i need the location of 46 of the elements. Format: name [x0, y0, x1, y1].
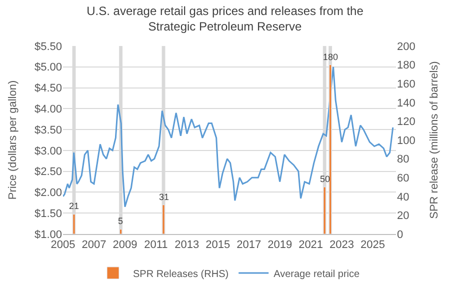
- x-tick-label: 2011: [144, 239, 168, 252]
- y2-tick-label: 20: [397, 210, 410, 222]
- y2-tick-label: 140: [397, 97, 416, 110]
- bar: [72, 214, 76, 234]
- y-tick-label: $1.00: [34, 228, 62, 241]
- y2-tick-label: 0: [397, 228, 404, 241]
- y2-tick-label: 100: [397, 134, 416, 147]
- y-tick-label: $2.00: [34, 187, 62, 200]
- y-tick-label: $3.50: [34, 124, 62, 136]
- y-tick-label: $4.50: [34, 82, 62, 95]
- x-tick-label: 2013: [174, 239, 200, 252]
- legend-label: Average retail price: [274, 268, 360, 280]
- x-tick-label: 2005: [50, 239, 76, 252]
- y2-tick-label: 40: [397, 191, 410, 204]
- data-label: 21: [69, 201, 80, 211]
- x-tick-label: 2015: [206, 239, 230, 252]
- y-tick-label: $2.50: [34, 166, 62, 178]
- y2-tick-label: 120: [397, 116, 416, 128]
- x-tick-label: 2009: [112, 239, 138, 252]
- y-tick-label: $1.50: [34, 208, 62, 220]
- x-tick-label: 2007: [82, 239, 106, 252]
- chart-title: U.S. average retail gas prices and releases from the Strategic Petroleum Reserve: [86, 4, 364, 34]
- y2-tick-label: 60: [397, 172, 410, 184]
- x-tick-label: 2025: [360, 239, 386, 252]
- x-tick-label: 2017: [236, 239, 262, 252]
- y-tick-label: $3.00: [34, 145, 62, 158]
- y-tick-label: $5.00: [34, 62, 62, 74]
- x-tick-label: 2019: [268, 239, 292, 252]
- y2-tick-label: 80: [397, 154, 410, 166]
- data-label: 5: [118, 216, 124, 226]
- x-tick-label: 2023: [330, 239, 354, 252]
- data-label: 180: [323, 52, 338, 62]
- bar: [119, 229, 122, 234]
- y-axis-title: Price (dollars per gallon): [7, 80, 20, 200]
- y2-axis-title: SPR release (millions of barrels): [428, 61, 441, 219]
- line-series: [63, 66, 394, 208]
- legend-label: SPR Releases (RHS): [133, 268, 229, 280]
- y-tick-label: $5.50: [34, 40, 62, 53]
- y2-tick-label: 180: [397, 60, 416, 72]
- bar: [323, 186, 326, 234]
- data-label: 31: [159, 192, 170, 202]
- y2-tick-label: 200: [397, 40, 416, 53]
- bar: [162, 204, 165, 234]
- y-tick-label: $4.00: [34, 104, 62, 116]
- y2-tick-label: 160: [397, 78, 416, 90]
- x-tick-label: 2021: [298, 239, 324, 252]
